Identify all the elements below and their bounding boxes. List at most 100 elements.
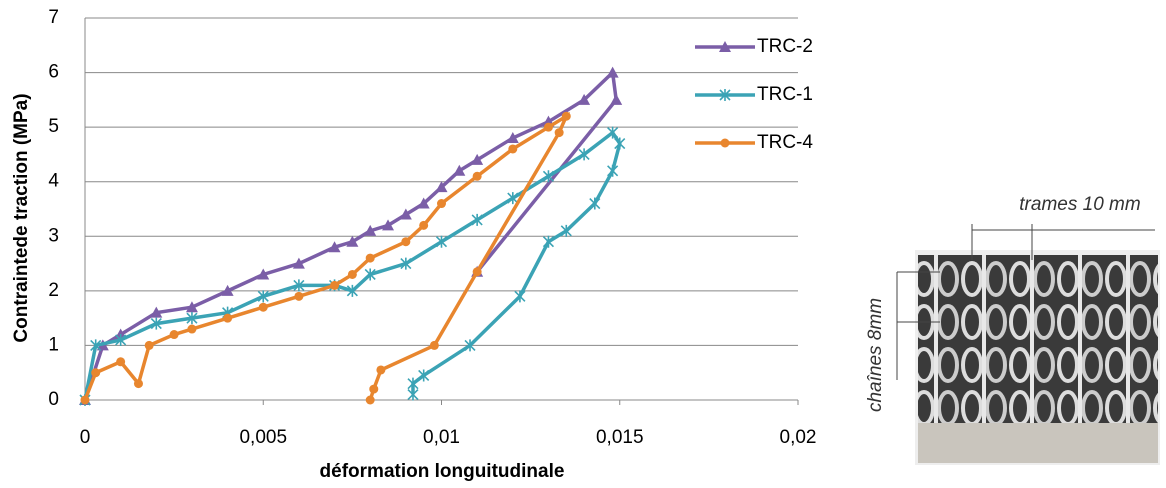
marker xyxy=(561,111,571,121)
marker xyxy=(578,93,591,105)
marker xyxy=(607,164,619,177)
marker xyxy=(257,268,270,280)
marker xyxy=(554,128,564,138)
legend-marker xyxy=(720,138,730,148)
marker xyxy=(606,66,619,78)
marker xyxy=(607,126,619,139)
marker xyxy=(186,312,198,325)
marker xyxy=(90,339,102,352)
marker xyxy=(418,369,430,382)
marker xyxy=(435,235,448,248)
marker xyxy=(429,340,439,350)
marker xyxy=(115,333,127,346)
legend-label: TRC-2 xyxy=(757,36,813,57)
marker xyxy=(437,199,446,209)
marker xyxy=(514,290,526,303)
marker xyxy=(330,280,340,290)
marker xyxy=(80,395,90,405)
marker xyxy=(382,219,395,231)
legend-marker xyxy=(719,89,731,101)
marker xyxy=(407,377,419,390)
y-tick-label: 6 xyxy=(48,62,59,83)
marker xyxy=(365,395,375,405)
marker xyxy=(589,197,601,210)
series xyxy=(79,66,623,405)
x-tick-label: 0,02 xyxy=(780,427,817,448)
series-line xyxy=(83,130,622,401)
marker xyxy=(369,384,379,394)
marker xyxy=(364,224,377,236)
marker xyxy=(187,324,197,334)
photo-label: trames 10 mm xyxy=(1019,194,1140,215)
marker xyxy=(399,208,412,220)
marker xyxy=(507,192,519,205)
marker xyxy=(364,268,376,281)
x-axis-label: déformation longuitudinale xyxy=(320,461,565,482)
marker xyxy=(347,269,357,279)
marker xyxy=(258,302,268,312)
marker xyxy=(346,284,358,297)
marker xyxy=(543,122,553,132)
marker xyxy=(453,164,466,176)
x-tick-label: 0,005 xyxy=(239,427,287,448)
marker xyxy=(407,388,419,401)
y-tick-label: 5 xyxy=(48,116,59,137)
marker xyxy=(144,340,154,350)
x-tick-label: 0 xyxy=(80,427,91,448)
marker xyxy=(346,235,359,247)
y-tick-label: 3 xyxy=(48,225,59,246)
marker xyxy=(417,197,430,209)
marker xyxy=(169,330,179,340)
legend-label: TRC-4 xyxy=(757,132,813,153)
marker xyxy=(185,301,198,313)
marker xyxy=(464,339,476,352)
marker xyxy=(472,171,482,181)
y-axis-label: Contraintede traction (MPa) xyxy=(11,93,32,342)
marker xyxy=(508,144,518,154)
marker xyxy=(257,290,269,303)
marker xyxy=(150,317,162,330)
marker xyxy=(150,306,163,318)
y-tick-label: 7 xyxy=(48,7,59,28)
marker xyxy=(506,132,519,144)
marker xyxy=(401,237,411,247)
marker xyxy=(472,267,482,277)
y-tick-label: 1 xyxy=(48,334,59,355)
marker xyxy=(542,170,555,183)
marker xyxy=(116,357,126,367)
marker xyxy=(328,241,341,253)
series-line xyxy=(83,111,571,401)
marker xyxy=(294,291,304,301)
marker xyxy=(400,257,412,270)
photo-label: chaînes 8mm xyxy=(865,298,886,412)
marker xyxy=(133,379,143,389)
series xyxy=(80,111,571,405)
marker xyxy=(223,313,233,323)
marker xyxy=(91,368,101,378)
legend-marker xyxy=(719,41,731,52)
series xyxy=(79,126,626,406)
marker xyxy=(610,93,623,105)
x-tick-label: 0,015 xyxy=(596,427,644,448)
y-tick-label: 0 xyxy=(48,389,59,410)
marker xyxy=(578,148,590,161)
marker xyxy=(365,253,375,263)
marker xyxy=(376,365,386,375)
marker xyxy=(292,257,305,269)
marker xyxy=(293,279,305,292)
marker xyxy=(560,224,572,237)
y-tick-label: 4 xyxy=(48,171,59,192)
x-tick-label: 0,01 xyxy=(423,427,460,448)
marker xyxy=(435,181,448,193)
legend-label: TRC-1 xyxy=(757,84,813,105)
marker xyxy=(419,220,429,230)
photo: trames 10 mm chaînes 8mm xyxy=(865,194,1160,465)
marker xyxy=(221,284,234,296)
y-tick-label: 2 xyxy=(48,280,59,301)
marker xyxy=(471,213,483,226)
marker xyxy=(542,235,555,248)
marker xyxy=(614,137,626,150)
marker xyxy=(471,153,484,165)
